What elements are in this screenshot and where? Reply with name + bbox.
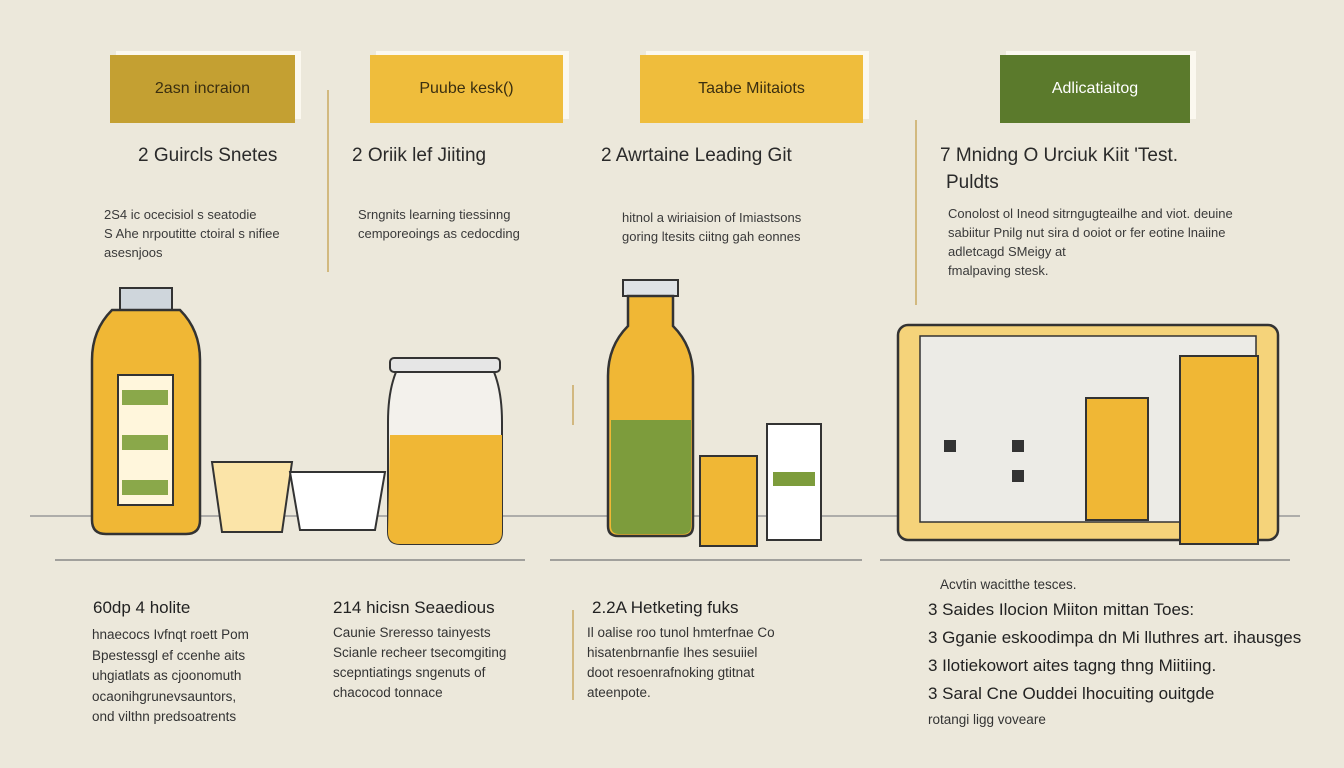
bottom-line: chacocod tonnace <box>333 685 443 700</box>
bottom-line: uhgiatlats as cjoonomuth <box>92 668 242 683</box>
bottom-line: scepntiatings sngenuts of <box>333 665 486 680</box>
bottom-heading: 2.2A Hetketing fuks <box>592 598 739 617</box>
bottom-line: ond vilthn predsoatrents <box>92 709 237 724</box>
bottom-line: rotangi ligg voveare <box>928 712 1046 727</box>
bottom-heading: 214 hicisn Seaedious <box>333 598 495 617</box>
monitor <box>896 323 1280 545</box>
description: S Ahe nrpoutitte ctoiral s nifiee <box>104 226 280 241</box>
bottom-line: Il oalise roo tunol hmterfnae Co <box>587 625 775 640</box>
heading: 2 Guircls Snetes <box>138 145 278 166</box>
tab-label: Adlicatiaitog <box>1000 55 1190 123</box>
bottom-line: 3 Gganie eskoodimpa dn Mi lluthres art. … <box>928 628 1302 647</box>
heading: 7 Mnidng O Urciuk Kiit 'Test. <box>940 145 1179 166</box>
jar <box>387 357 503 545</box>
description: goring ltesits ciitng gah eonnes <box>622 229 801 244</box>
description: asesnjoos <box>104 245 163 260</box>
bottom-heading: Acvtin wacitthe tesces. <box>940 577 1077 592</box>
bottom-line: Scianle recheer tsecomgiting <box>333 645 507 660</box>
tab-label: Puube kesk() <box>370 55 563 123</box>
bottom-line: doot resoenrafnoking gtitnat <box>587 665 755 680</box>
bottom-line: Bpestessgl ef ccenhe aits <box>92 647 246 663</box>
tab-label: 2asn incraion <box>110 55 295 123</box>
description: adletcagd SMeigy at <box>948 244 1066 259</box>
heading: Puldts <box>946 172 999 193</box>
description: cemporeoings as cedocding <box>358 226 520 241</box>
bottom-line: 3 Ilotiekowort aites tagng thng Miitiing… <box>928 656 1217 675</box>
description: sabiitur Pnilg nut sira d ooiot or fer e… <box>948 225 1226 240</box>
bottom-line: 3 Saral Cne Ouddei lhocuiting ouitgde <box>928 684 1215 703</box>
heading: 2 Awrtaine Leading Git <box>601 145 792 166</box>
bottom-heading: 60dp 4 holite <box>93 598 191 617</box>
bottom-line: Caunie Sreresso tainyests <box>333 625 491 640</box>
bottle-tall <box>606 279 822 547</box>
bottom-line: hisatenbrnanfie Ihes sesuiiel <box>587 645 758 660</box>
bottom-line: ocaonihgrunevsauntors, <box>92 688 237 704</box>
bottle-large <box>90 287 202 536</box>
tab-label: Taabe Miitaiots <box>640 55 863 123</box>
bottom-line: hnaecocs Ivfnqt roett Pom <box>92 627 249 642</box>
bottom-line: 3 Saides Ilocion Miiton mittan Toes: <box>928 600 1195 619</box>
description: fmalpaving stesk. <box>948 263 1049 278</box>
description: 2S4 ic ocecisiol s seatodie <box>104 207 257 222</box>
description: Conolost ol Ineod sitrngugteailhe and vi… <box>948 206 1233 221</box>
bottom-line: ateenpote. <box>587 685 651 700</box>
cups <box>210 461 387 533</box>
description: Srngnits learning tiessinng <box>358 207 511 222</box>
description: hitnol a wiriaision of Imiastsons <box>622 210 802 225</box>
heading: 2 Oriik lef Jiiting <box>352 145 487 166</box>
